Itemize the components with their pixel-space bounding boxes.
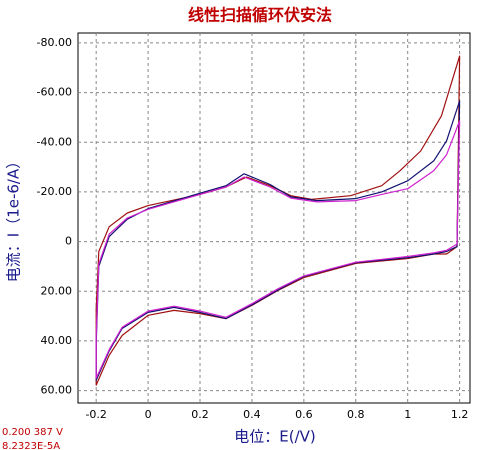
x-tick-label: -0.2 [85, 408, 106, 421]
x-axis-label: 电位：E(/V) [234, 428, 316, 446]
x-tick-label: 1 [404, 408, 411, 421]
y-tick-label: -80.00 [37, 36, 72, 49]
y-tick-label: 0 [65, 235, 72, 248]
status-text: 0.200 387 V [2, 427, 63, 438]
plot-frame [77, 32, 471, 404]
status-text: 8.2323E-5A [2, 441, 60, 450]
chart-title: 线性扫描循环伏安法 [188, 6, 332, 25]
cv-curve [95, 100, 461, 381]
y-tick-label: -60.00 [37, 86, 72, 99]
x-tick-label: 0 [145, 408, 152, 421]
x-tick-label: 0.8 [347, 408, 365, 421]
x-tick-label: 0.2 [191, 408, 209, 421]
y-tick-label: 40.00 [41, 334, 73, 347]
x-tick-label: 0.4 [243, 408, 261, 421]
cv-curve [95, 55, 461, 386]
y-tick-label: 20.00 [41, 284, 73, 297]
y-tick-label: 60.00 [41, 384, 73, 397]
cv-curve [95, 120, 461, 379]
x-tick-label: 1.2 [451, 408, 469, 421]
y-tick-label: -20.00 [37, 185, 72, 198]
y-tick-label: -40.00 [37, 135, 72, 148]
y-axis-label: 电流：I（1e-6/A） [5, 154, 23, 282]
x-tick-label: 0.6 [295, 408, 313, 421]
